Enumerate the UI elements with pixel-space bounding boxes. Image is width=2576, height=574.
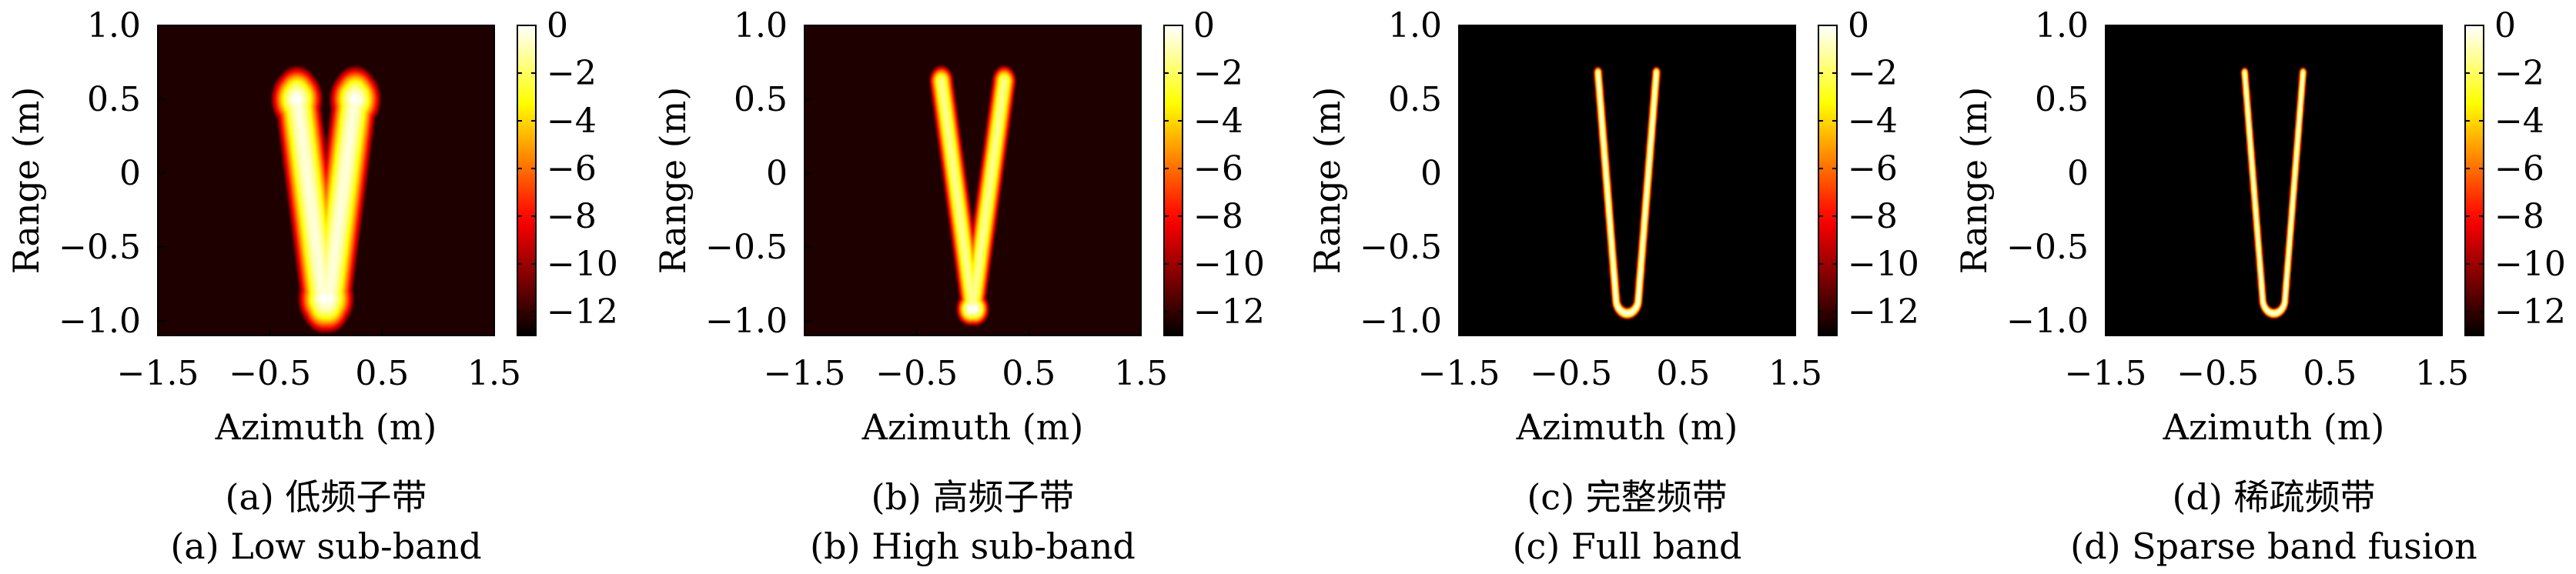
y-tick-label: 0.5 [734, 80, 788, 119]
x-tick-label: 0.5 [2303, 354, 2357, 393]
x-tick-label: −0.5 [2176, 354, 2259, 393]
colorbar-tick-label: −4 [1193, 102, 1243, 141]
heatmap-image [1459, 25, 1795, 335]
colorbar-tick-label: −6 [1848, 149, 1898, 189]
colorbar-tick-label: 0 [2494, 6, 2516, 45]
colorbar [1163, 25, 1183, 336]
x-tick-label: −0.5 [875, 354, 958, 393]
x-tick-label: −0.5 [1530, 354, 1612, 393]
caption-en: (a) Low sub-band [170, 526, 481, 567]
y-tick-label: −1.0 [59, 302, 141, 341]
y-tick-label: 0 [1420, 154, 1442, 193]
y-tick-label: −1.0 [705, 302, 788, 341]
axes-frame [157, 25, 495, 336]
x-axis-label: Azimuth (m) [1516, 406, 1738, 448]
colorbar-tick-label: 0 [547, 6, 568, 45]
colorbar-tick-label: −10 [1193, 245, 1265, 284]
heatmap-image [158, 25, 494, 335]
colorbar-tick-label: −2 [1193, 54, 1243, 93]
caption-zh: (b) 高频子带 [871, 476, 1075, 518]
colorbar-tick-label: −12 [547, 292, 618, 332]
y-tick-label: 0.5 [2035, 80, 2089, 119]
y-axis-label: Range (m) [652, 87, 694, 275]
x-tick-label: 0.5 [355, 354, 409, 393]
colorbar-tick-label: −2 [1848, 54, 1898, 93]
colorbar [2464, 25, 2484, 336]
x-tick-label: −1.5 [117, 354, 199, 393]
caption-en: (d) Sparse band fusion [2070, 526, 2477, 567]
y-tick-label: −1.0 [1360, 302, 1442, 341]
axes-frame [804, 25, 1142, 336]
colorbar-tick-label: 0 [1193, 6, 1215, 45]
y-tick-label: 0 [2067, 154, 2089, 193]
y-axis-label: Range (m) [5, 87, 47, 275]
x-tick-label: −1.5 [2065, 354, 2147, 393]
colorbar-tick-label: −10 [1848, 245, 1919, 284]
x-tick-label: 1.5 [1114, 354, 1168, 393]
x-tick-label: 1.5 [2415, 354, 2469, 393]
colorbar-tick-label: −8 [1193, 197, 1243, 236]
caption-zh: (c) 完整频带 [1527, 476, 1727, 518]
caption-en: (b) High sub-band [810, 526, 1136, 567]
y-tick-label: −0.5 [705, 228, 788, 267]
colorbar-tick-label: −6 [2494, 149, 2544, 189]
colorbar-tick-label: −10 [2494, 245, 2566, 284]
colorbar-tick-label: −12 [2494, 292, 2566, 332]
y-tick-label: −0.5 [59, 228, 141, 267]
colorbar-tick-label: −8 [547, 197, 597, 236]
y-tick-label: 0 [766, 154, 788, 193]
y-tick-label: 1.0 [734, 6, 788, 45]
y-tick-label: 1.0 [87, 6, 141, 45]
caption-en: (c) Full band [1513, 526, 1742, 567]
colorbar-tick-label: −4 [1848, 102, 1898, 141]
x-tick-label: 1.5 [1768, 354, 1822, 393]
heatmap-image [805, 25, 1141, 335]
x-tick-label: 0.5 [1656, 354, 1710, 393]
colorbar-tick-label: −2 [547, 54, 597, 93]
y-axis-label: Range (m) [1306, 87, 1348, 275]
heatmap-image [2106, 25, 2442, 335]
colorbar-tick-label: −8 [1848, 197, 1898, 236]
colorbar-tick-label: −10 [547, 245, 618, 284]
colorbar-tick-label: −12 [1848, 292, 1919, 332]
colorbar-tick-label: −2 [2494, 54, 2544, 93]
axes-frame [2105, 25, 2443, 336]
y-tick-label: 0.5 [1388, 80, 1442, 119]
y-tick-label: 1.0 [1388, 6, 1442, 45]
x-tick-label: 0.5 [1002, 354, 1055, 393]
x-tick-label: −0.5 [229, 354, 311, 393]
subplot-b: −1.5 −0.5 0.5 1.5 1.0 0.5 0 −0.5 −1.0 Azimuth (m)… [652, 6, 1265, 567]
colorbar-tick-label: −4 [2494, 102, 2544, 141]
y-tick-label: −1.0 [2006, 302, 2089, 341]
y-axis-label: Range (m) [1953, 87, 1995, 275]
x-tick-label: −1.5 [764, 354, 846, 393]
colorbar [1818, 25, 1838, 336]
caption-zh: (a) 低频子带 [226, 476, 427, 518]
axes-frame [1458, 25, 1796, 336]
caption-zh: (d) 稀疏频带 [2173, 476, 2376, 518]
y-tick-label: 1.0 [2035, 6, 2089, 45]
colorbar-tick-label: −12 [1193, 292, 1265, 332]
subplot-a: −1.5 −0.5 0.5 1.5 1.0 0.5 0 −0.5 −1.0 Azimuth (m)… [5, 6, 618, 567]
subplot-d: −1.5 −0.5 0.5 1.5 1.0 0.5 0 −0.5 −1.0 Azimuth (m)… [1953, 6, 2566, 567]
x-tick-label: −1.5 [1418, 354, 1500, 393]
y-tick-label: −0.5 [1360, 228, 1442, 267]
x-axis-label: Azimuth (m) [861, 406, 1084, 448]
y-tick-label: 0.5 [87, 80, 141, 119]
colorbar-tick-label: −6 [1193, 149, 1243, 189]
colorbar-tick-label: −4 [547, 102, 597, 141]
colorbar-tick-label: −6 [547, 149, 597, 189]
colorbar-tick-label: 0 [1848, 6, 1869, 45]
y-tick-label: −0.5 [2006, 228, 2089, 267]
x-axis-label: Azimuth (m) [215, 406, 437, 448]
colorbar [517, 25, 537, 336]
x-axis-label: Azimuth (m) [2163, 406, 2385, 448]
subplot-c: −1.5 −0.5 0.5 1.5 1.0 0.5 0 −0.5 −1.0 Azimuth (m)… [1306, 6, 1919, 567]
colorbar-tick-label: −8 [2494, 197, 2544, 236]
x-tick-label: 1.5 [467, 354, 521, 393]
y-tick-label: 0 [119, 154, 141, 193]
